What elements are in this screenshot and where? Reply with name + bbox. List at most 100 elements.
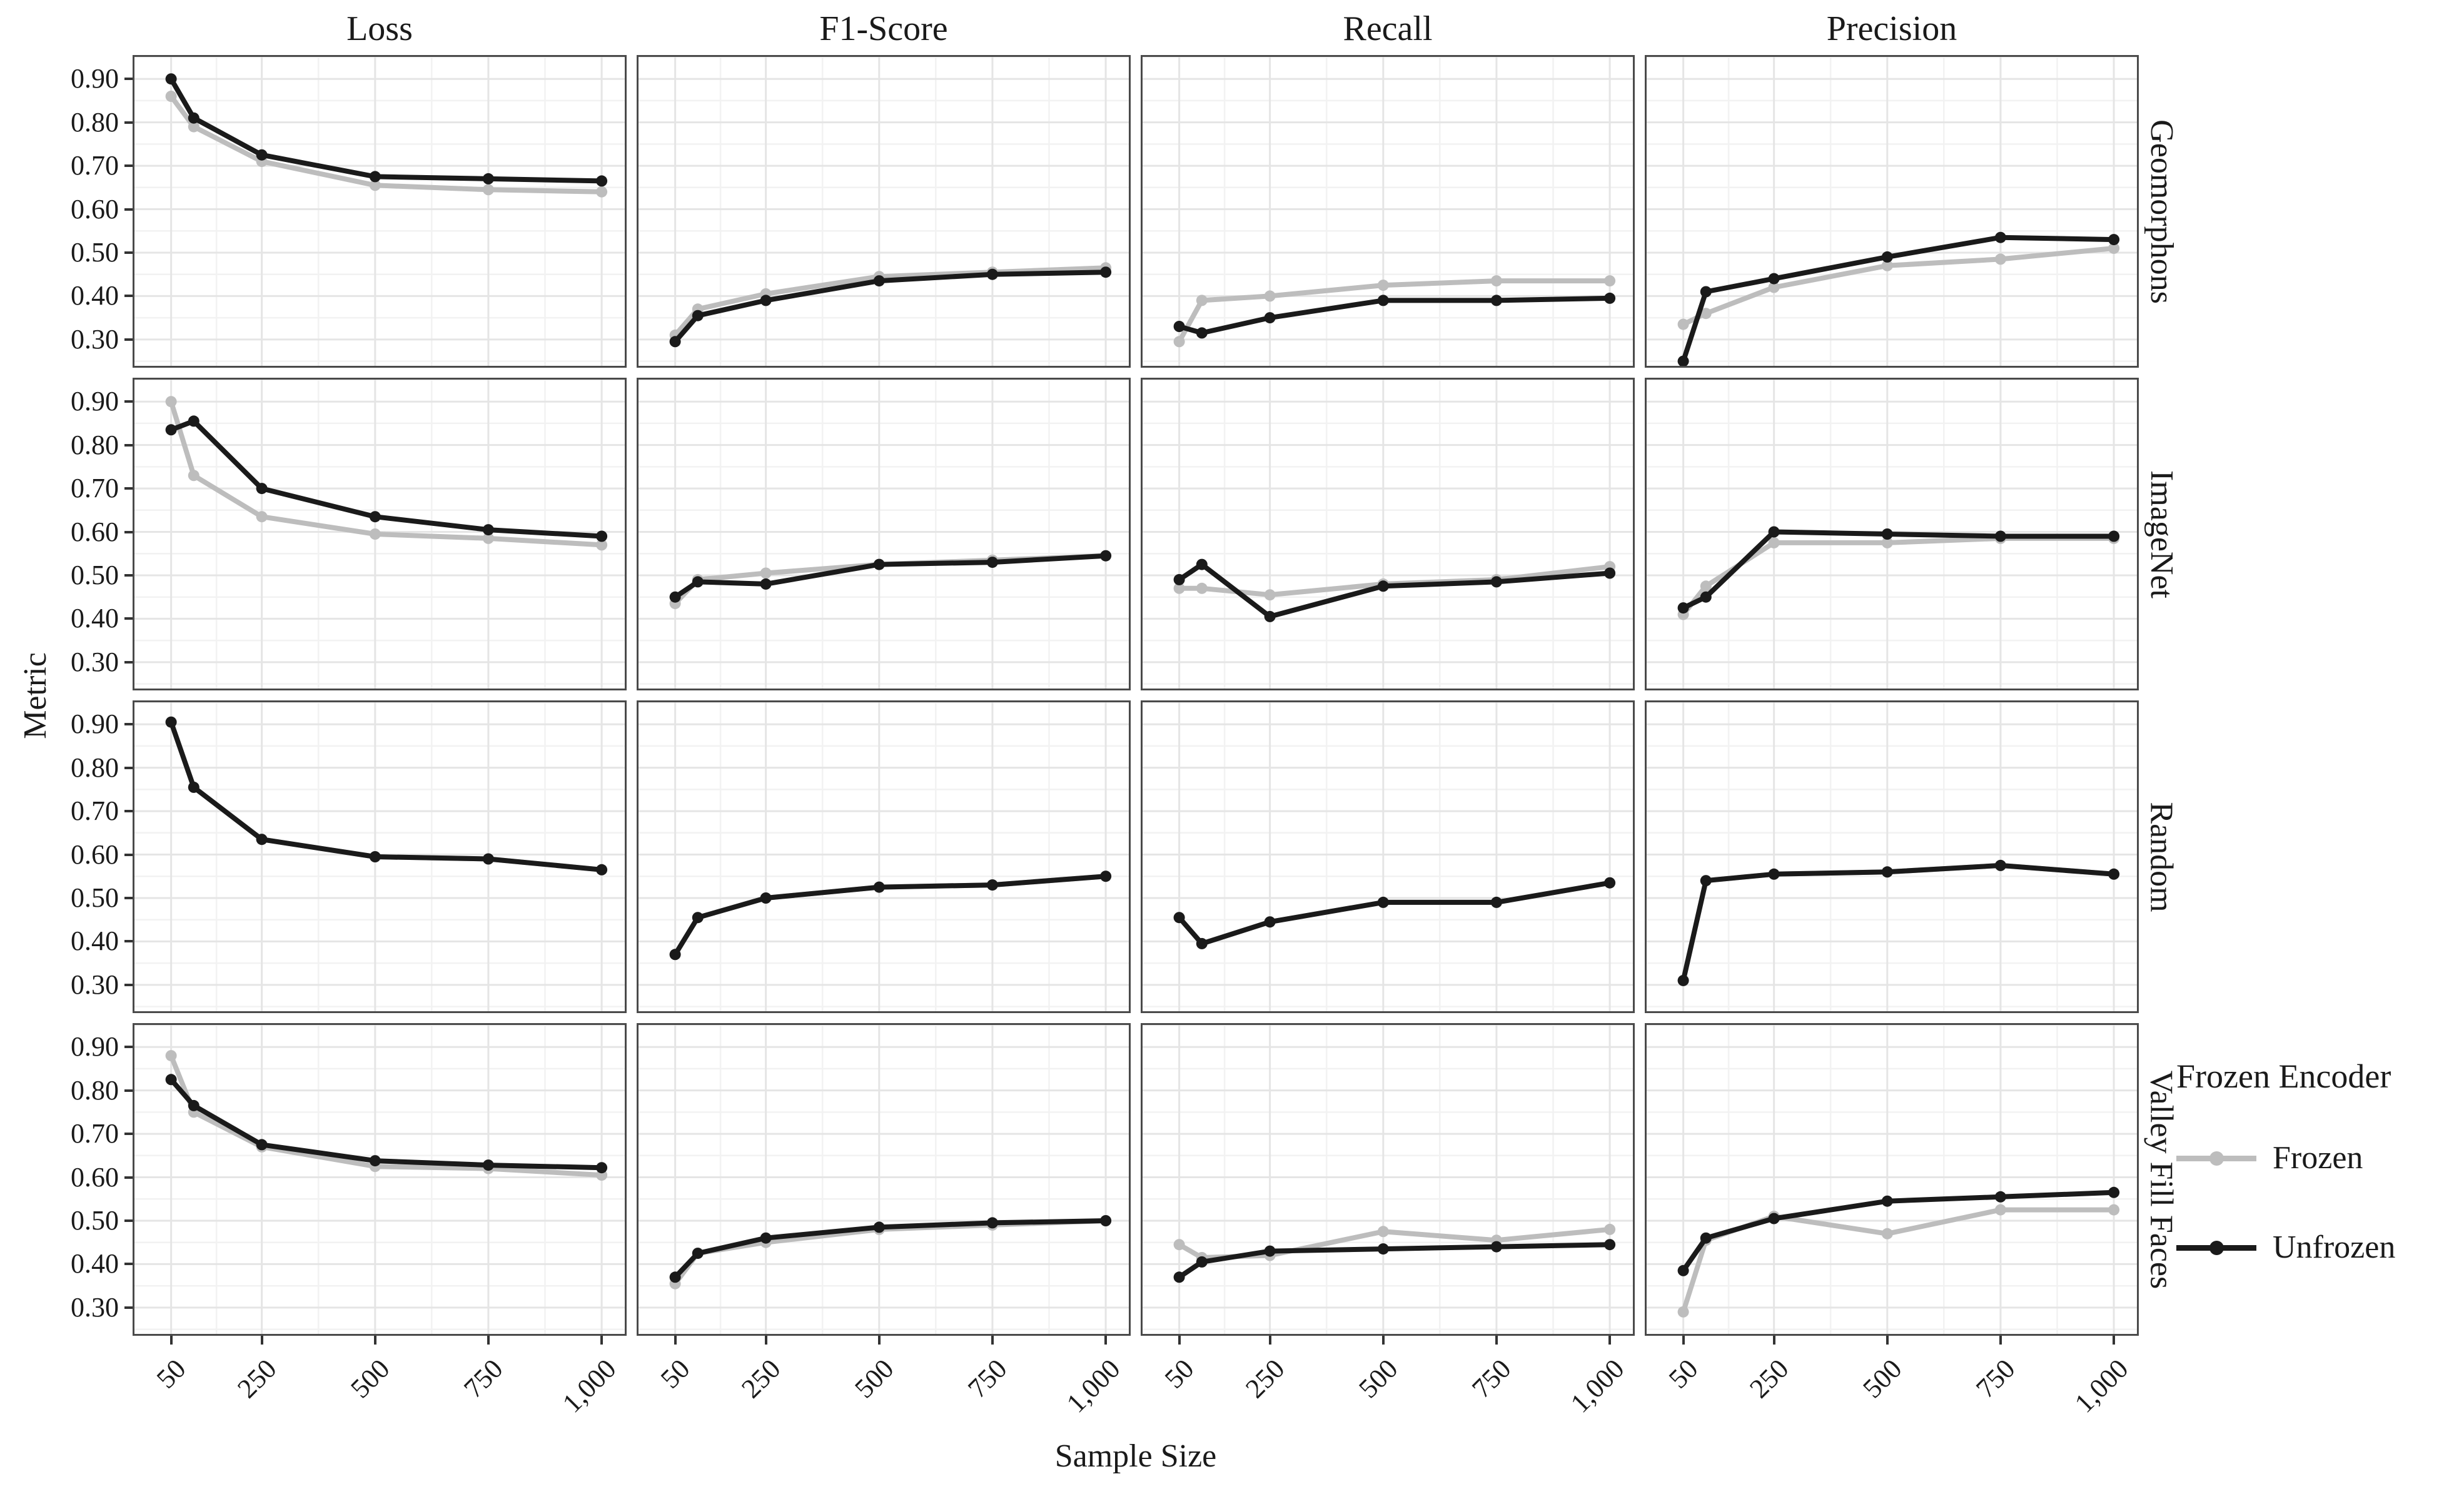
x-tick-mark <box>1178 1336 1181 1345</box>
y-tick-label: 0.50 <box>71 882 119 913</box>
y-tick-label: 0.40 <box>71 280 119 311</box>
y-tick-label: 0.70 <box>71 473 119 504</box>
y-tick-label: 0.80 <box>71 106 119 138</box>
x-tick-mark <box>1608 1336 1612 1345</box>
y-tick-label: 0.70 <box>71 795 119 827</box>
panel-recall-random <box>1141 700 1635 1013</box>
y-tick-mark <box>124 487 133 490</box>
x-tick-label: 1,000 <box>2069 1353 2134 1419</box>
y-tick-mark <box>124 617 133 620</box>
y-tick-mark <box>124 121 133 124</box>
y-tick-mark <box>124 164 133 168</box>
y-tick-label: 0.40 <box>71 926 119 957</box>
y-tick-label: 0.50 <box>71 1204 119 1236</box>
x-tick-mark <box>877 1336 881 1345</box>
panel-plot <box>1645 55 2139 368</box>
x-tick-label: 250 <box>1743 1353 1795 1405</box>
x-tick-mark <box>1104 1336 1108 1345</box>
x-tick-label: 1,000 <box>1565 1353 1630 1419</box>
panel-recall-geomorphons <box>1141 55 1635 368</box>
x-tick-label: 500 <box>1856 1353 1908 1405</box>
panel-plot <box>1141 1023 1635 1336</box>
y-tick-label: 0.30 <box>71 969 119 1000</box>
panel-f1-score-random <box>637 700 1131 1013</box>
y-tick-mark <box>124 1176 133 1179</box>
y-tick-mark <box>124 766 133 769</box>
unfrozen-line-swatch <box>2176 1234 2256 1261</box>
y-tick-label: 0.60 <box>71 839 119 870</box>
y-tick-label: 0.90 <box>71 63 119 94</box>
y-tick-mark <box>124 1089 133 1092</box>
y-tick-mark <box>124 208 133 211</box>
y-tick-label: 0.60 <box>71 193 119 225</box>
panel-precision-valley-fill-faces <box>1645 1023 2139 1336</box>
x-tick-mark <box>1381 1336 1385 1345</box>
x-axis-label: Sample Size <box>1054 1438 1217 1474</box>
y-tick-label: 0.80 <box>71 1074 119 1106</box>
x-axis-ticks-col-loss: 50 250 500 750 1,000 <box>133 1336 627 1430</box>
y-tick-mark <box>124 573 133 577</box>
panel-plot <box>1141 55 1635 368</box>
facet-row-label: Geomorphons <box>2143 119 2179 304</box>
x-tick-label: 1,000 <box>1061 1353 1126 1419</box>
panel-precision-imagenet <box>1645 378 2139 690</box>
legend-label-frozen: Frozen <box>2273 1140 2363 1176</box>
panel-plot <box>637 378 1131 690</box>
x-tick-mark <box>169 1336 173 1345</box>
facet-row-label: Valley Fill Faces <box>2143 1070 2179 1289</box>
y-tick-label: 0.70 <box>71 150 119 181</box>
x-axis-label-cell: Sample Size <box>133 1430 2139 1482</box>
x-tick-mark <box>1682 1336 1685 1345</box>
y-tick-label: 0.40 <box>71 1248 119 1280</box>
x-tick-label: 50 <box>1662 1353 1704 1395</box>
y-tick-label: 0.90 <box>71 709 119 740</box>
x-tick-mark <box>1495 1336 1498 1345</box>
x-tick-label: 500 <box>1352 1353 1404 1405</box>
y-tick-mark <box>124 400 133 403</box>
panel-plot <box>637 700 1131 1013</box>
legend-title: Frozen Encoder <box>2176 1057 2391 1095</box>
x-tick-label: 750 <box>962 1353 1013 1405</box>
y-axis-ticks-row-2: 0.90 0.80 0.70 0.60 0.50 0.40 0.30 <box>53 378 133 690</box>
x-tick-label: 50 <box>654 1353 696 1395</box>
panel-f1-score-geomorphons <box>637 55 1131 368</box>
x-tick-label: 250 <box>231 1353 283 1405</box>
y-tick-mark <box>124 443 133 447</box>
x-tick-label: 250 <box>735 1353 787 1405</box>
y-tick-label: 0.40 <box>71 603 119 634</box>
panel-loss-geomorphons <box>133 55 627 368</box>
y-tick-label: 0.30 <box>71 1291 119 1323</box>
x-axis-ticks-col-recall: 50 250 500 750 1,000 <box>1141 1336 1635 1430</box>
panel-plot <box>1141 378 1635 690</box>
y-tick-mark <box>124 853 133 856</box>
y-tick-mark <box>124 1263 133 1266</box>
panel-plot <box>1645 1023 2139 1336</box>
frozen-line-swatch <box>2176 1144 2256 1172</box>
facet-row-strip-random: Random <box>2139 700 2184 1013</box>
x-tick-mark <box>764 1336 767 1345</box>
y-axis-label-cell: Metric <box>18 55 53 1336</box>
y-tick-label: 0.50 <box>71 559 119 590</box>
unfrozen-dot-icon <box>2209 1240 2224 1255</box>
x-tick-label: 50 <box>150 1353 192 1395</box>
panel-recall-valley-fill-faces <box>1141 1023 1635 1336</box>
y-tick-mark <box>124 723 133 726</box>
legend: Frozen Encoder Frozen Unfrozen <box>2176 1057 2464 1318</box>
facet-row-label: Random <box>2143 801 2179 912</box>
y-tick-mark <box>124 338 133 341</box>
x-tick-mark <box>1772 1336 1775 1345</box>
panel-plot <box>133 55 627 368</box>
x-tick-mark <box>674 1336 677 1345</box>
facet-col-title-loss: Loss <box>346 9 413 48</box>
y-tick-mark <box>124 1219 133 1222</box>
y-tick-mark <box>124 295 133 298</box>
panel-plot <box>1645 378 2139 690</box>
facet-col-title-recall: Recall <box>1343 9 1433 48</box>
y-tick-mark <box>124 810 133 813</box>
y-tick-mark <box>124 896 133 899</box>
panel-loss-valley-fill-faces <box>133 1023 627 1336</box>
x-tick-mark <box>260 1336 263 1345</box>
legend-label-unfrozen: Unfrozen <box>2273 1229 2396 1265</box>
facet-grid: Metric Sample Size Loss F1-Score Recall Pre… <box>18 5 2184 1482</box>
